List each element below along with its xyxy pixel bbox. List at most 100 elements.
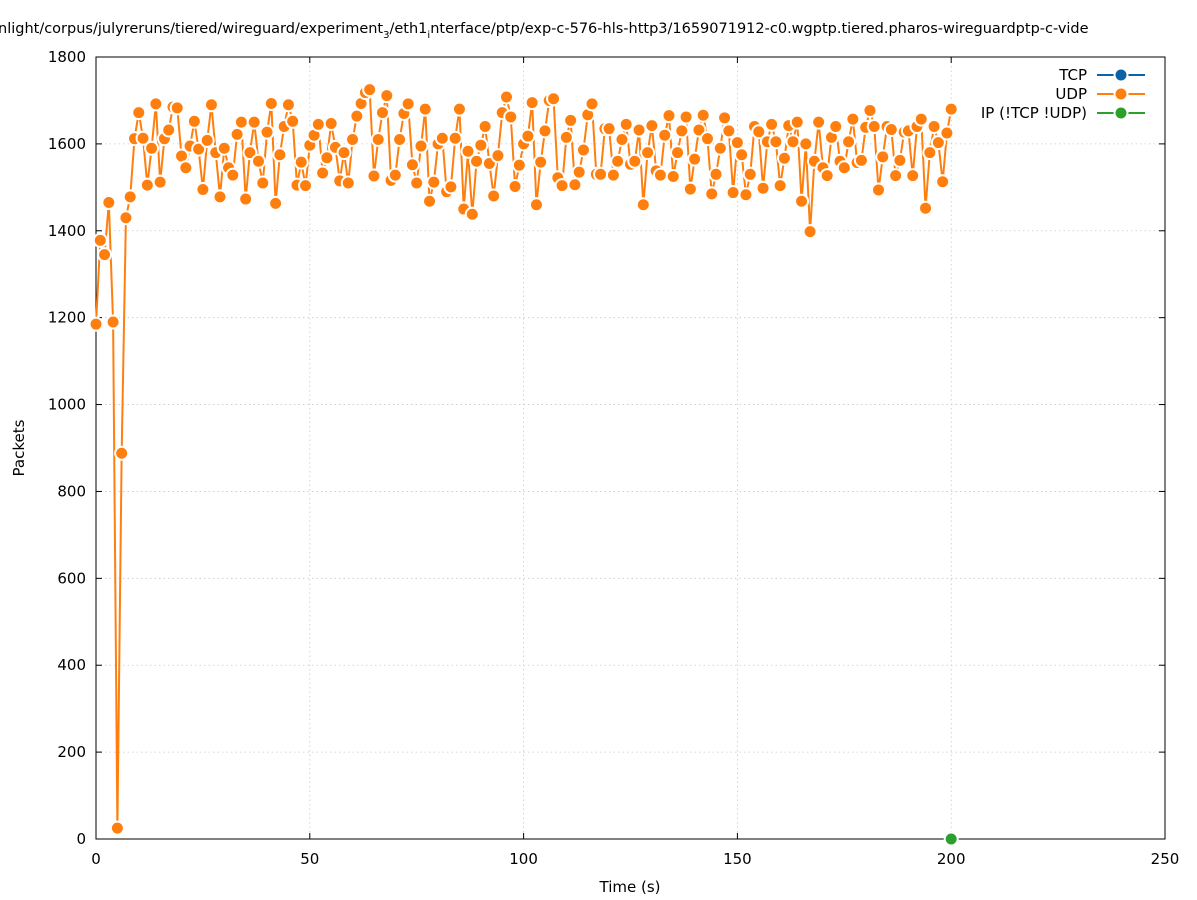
data-point [862,102,878,118]
data-point [255,175,271,191]
data-point [772,178,788,194]
gridlines [96,57,1165,839]
data-point [336,145,352,161]
data-point [717,110,733,126]
data-point [828,119,844,135]
data-point [92,232,108,248]
y-tick-label: 1000 [48,396,86,414]
data-point [644,118,660,134]
data-point [918,200,934,216]
data-point [499,89,514,105]
data-point [374,105,390,121]
x-tick-label: 150 [723,850,752,868]
data-point [109,820,125,836]
data-point [122,189,138,205]
data-point [627,153,643,169]
data-point [118,210,134,226]
data-point [323,115,339,131]
data-point [563,112,579,128]
data-point [601,121,617,137]
data-point [250,153,266,169]
data-point [191,141,207,157]
data-point [345,132,361,148]
data-point [729,135,745,151]
legend-marker [1113,86,1129,102]
data-point [533,154,549,170]
data-point [678,109,694,125]
data-point [528,197,544,213]
data-point [451,101,467,117]
x-tick-label: 200 [937,850,966,868]
data-point [841,134,857,150]
data-point [674,123,690,139]
data-point [392,132,408,148]
data-point [618,116,634,132]
data-point [233,114,249,130]
data-point [905,168,921,184]
y-tick-label: 1800 [48,48,86,66]
data-point [734,147,750,163]
data-point [404,157,420,173]
data-point [486,188,502,204]
data-point [105,314,121,330]
data-point [310,116,326,132]
y-tick-label: 1200 [48,309,86,327]
plot-frame [95,56,1166,840]
data-point [883,122,899,138]
data-point [584,96,600,112]
data-point [97,247,113,263]
series-2 [943,831,959,847]
data-point [212,189,228,205]
data-point [161,122,177,138]
data-point [178,160,194,176]
data-point [776,150,792,166]
data-point [511,157,527,173]
data-point [340,175,356,191]
legend-marker [1113,67,1129,83]
legend-label: TCP [1058,66,1087,84]
data-point [293,154,309,170]
data-point [892,152,908,168]
x-axis-title: Time (s) [599,878,661,896]
legend-label: UDP [1055,85,1087,103]
data-point [764,116,780,132]
data-point [802,224,818,240]
data-point [443,179,459,195]
y-tick-label: 1600 [48,135,86,153]
data-point [682,181,698,197]
data-point [225,167,241,183]
data-point [691,122,707,138]
data-point [507,178,523,194]
x-tick-label: 250 [1151,850,1180,868]
data-point [695,107,711,123]
data-point [913,111,929,127]
data-point [349,108,365,124]
data-point [520,128,536,144]
data-point [242,145,258,161]
x-tick-label: 50 [300,850,319,868]
data-point [845,111,861,127]
data-point [409,175,425,191]
data-point [460,143,476,159]
data-point [400,96,416,112]
x-tick-label: 100 [509,850,538,868]
data-point [768,134,784,150]
data-point [473,137,489,153]
data-point [229,126,245,142]
data-point [811,114,827,130]
data-point [315,165,331,181]
x-tick-label: 0 [91,850,101,868]
y-tick-label: 400 [57,656,86,674]
data-point [464,206,480,222]
data-point [875,149,891,165]
data-point [708,166,724,182]
data-point [246,114,262,130]
data-point [571,164,587,180]
data-point [704,186,720,202]
data-point [272,147,288,163]
data-point [114,445,130,461]
y-tick-label: 800 [57,482,86,500]
data-point [152,174,168,190]
data-point [537,123,553,139]
data-point [665,168,681,184]
